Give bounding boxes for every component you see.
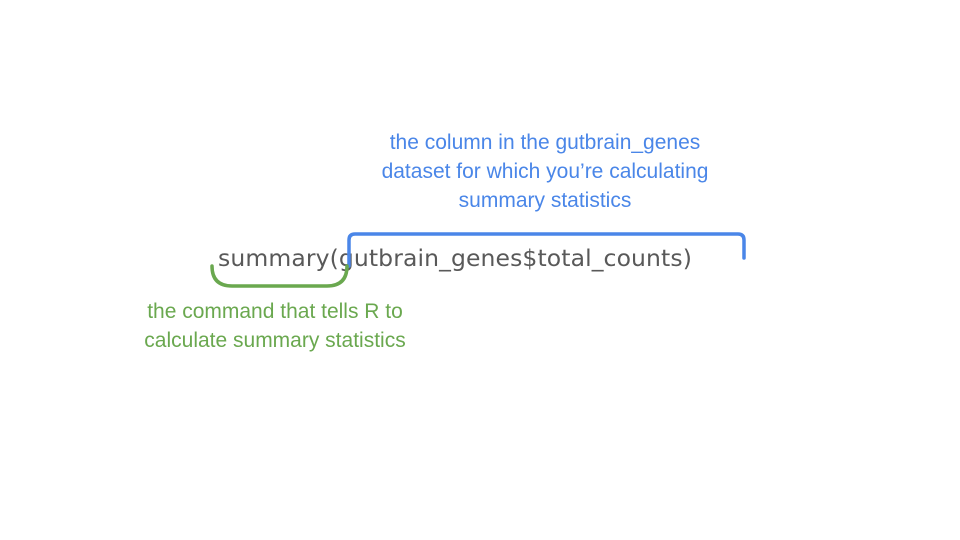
command-annotation: the command that tells R to calculate su… — [110, 297, 440, 355]
code-expression: summary(gutbrain_genes$total_counts) — [218, 242, 692, 274]
code-argument: (gutbrain_genes$total_counts) — [329, 244, 692, 272]
column-annotation-line-1: the column in the gutbrain_genes — [389, 131, 701, 154]
column-annotation-line-3: summary statistics — [458, 189, 632, 212]
command-annotation-line-1: the command that tells R to — [147, 300, 403, 323]
column-annotation: the column in the gutbrain_genes dataset… — [340, 128, 750, 215]
code-function-name: summary — [218, 244, 330, 272]
command-annotation-line-2: calculate summary statistics — [144, 329, 406, 352]
column-annotation-line-2: dataset for which you’re calculating — [381, 160, 709, 183]
